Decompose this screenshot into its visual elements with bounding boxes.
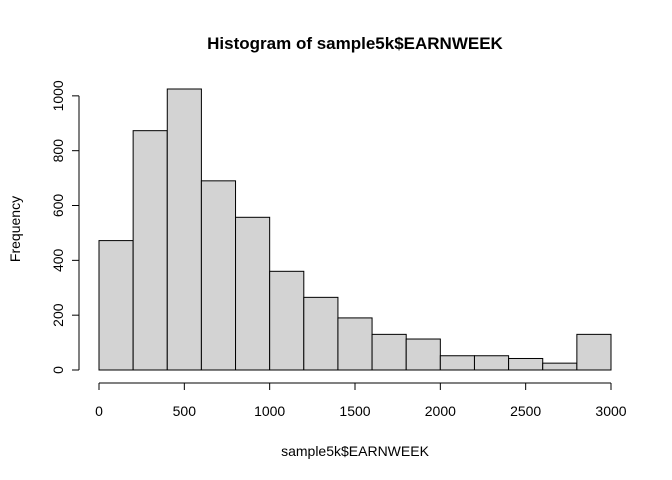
- y-tick-label: 400: [50, 248, 66, 272]
- x-axis-label: sample5k$EARNWEEK: [281, 443, 429, 459]
- histogram-bar: [405, 338, 441, 371]
- y-axis: 0 200 400 600 800 1000: [50, 80, 80, 374]
- x-axis: 0 500 1000 1500 2000 2500 3000: [95, 382, 627, 419]
- y-tick-label: 200: [50, 303, 66, 327]
- histogram-bar: [576, 333, 612, 371]
- x-tick-label: 500: [173, 403, 197, 419]
- x-tick-label: 1500: [339, 403, 370, 419]
- x-tick-label: 2500: [510, 403, 541, 419]
- y-tick-label: 800: [50, 139, 66, 163]
- histogram-bar: [166, 88, 202, 371]
- y-tick-label: 0: [50, 366, 66, 374]
- histogram-bar: [337, 317, 373, 371]
- x-tick-label: 2000: [425, 403, 456, 419]
- y-tick-label: 600: [50, 194, 66, 218]
- histogram-bar: [269, 270, 305, 371]
- y-axis-label: Frequency: [7, 196, 23, 262]
- histogram-bar: [235, 216, 271, 371]
- histogram-bar: [303, 296, 339, 371]
- histogram-bar: [508, 357, 544, 371]
- histogram-bar: [98, 240, 134, 371]
- histogram-bar: [542, 362, 578, 371]
- histogram-bar: [132, 130, 168, 371]
- histogram-bar: [473, 355, 510, 371]
- y-tick-label: 1000: [50, 80, 66, 111]
- histogram-bar: [371, 333, 407, 371]
- x-tick-label: 3000: [595, 403, 626, 419]
- x-tick-label: 0: [95, 403, 103, 419]
- histogram-bar: [439, 355, 475, 371]
- chart-title: Histogram of sample5k$EARNWEEK: [207, 34, 503, 53]
- bars-group: [98, 88, 612, 371]
- x-tick-label: 1000: [254, 403, 285, 419]
- histogram-bar: [200, 180, 237, 371]
